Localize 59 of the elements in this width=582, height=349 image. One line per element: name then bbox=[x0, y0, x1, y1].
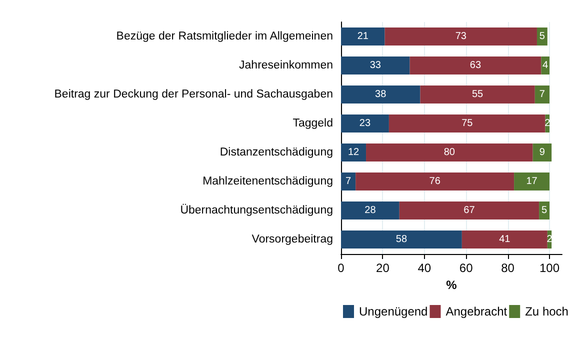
data-label: 21 bbox=[357, 31, 369, 42]
y-tick-label: Beitrag zur Deckung der Personal- und Sachausgaben bbox=[54, 88, 333, 100]
bar bbox=[341, 144, 366, 162]
data-label: 73 bbox=[455, 31, 467, 42]
data-label: 63 bbox=[470, 60, 482, 71]
bar bbox=[341, 230, 462, 248]
x-tick-label: 20 bbox=[376, 261, 390, 275]
data-label: 7 bbox=[539, 89, 546, 100]
bar bbox=[366, 144, 533, 162]
y-tick-label: Mahlzeitenentschädigung bbox=[202, 176, 333, 188]
bar bbox=[462, 230, 548, 248]
legend-label: Ungenügend bbox=[359, 304, 428, 318]
data-label: 28 bbox=[364, 205, 376, 216]
bar bbox=[384, 28, 537, 46]
x-tick-label: 60 bbox=[459, 261, 474, 275]
bar bbox=[341, 86, 420, 104]
legend-label: Zu hoch bbox=[525, 304, 568, 318]
bar bbox=[341, 28, 385, 46]
y-tick-label: Vorsorgebeitrag bbox=[252, 234, 333, 246]
bar bbox=[341, 56, 410, 74]
bar bbox=[356, 172, 514, 190]
data-label: 9 bbox=[539, 147, 546, 158]
data-label: 4 bbox=[542, 60, 549, 71]
data-label: 75 bbox=[462, 118, 474, 129]
y-tick-label: Bezüge der Ratsmitglieder im Allgemeinen bbox=[116, 30, 333, 42]
bar bbox=[399, 202, 540, 220]
data-label: 7 bbox=[346, 176, 352, 187]
data-label: 55 bbox=[472, 89, 484, 100]
data-label: 5 bbox=[539, 31, 546, 42]
y-tick-label: Taggeld bbox=[292, 118, 333, 130]
data-label: 67 bbox=[464, 205, 476, 216]
data-label: 33 bbox=[370, 60, 382, 71]
x-axis-title: % bbox=[446, 278, 458, 292]
bar bbox=[532, 144, 552, 162]
data-label: 12 bbox=[348, 147, 360, 158]
x-tick-label: 80 bbox=[501, 261, 515, 275]
bar bbox=[341, 114, 389, 132]
y-tick-label: Jahreseinkommen bbox=[239, 60, 333, 72]
bar bbox=[420, 86, 535, 104]
bar bbox=[534, 86, 550, 104]
data-label: 17 bbox=[526, 176, 538, 187]
data-label: 80 bbox=[444, 147, 456, 158]
data-label: 41 bbox=[499, 234, 511, 245]
x-tick-label: 100 bbox=[539, 261, 560, 275]
data-label: 23 bbox=[359, 118, 371, 129]
bar bbox=[341, 202, 400, 220]
bar bbox=[410, 56, 542, 74]
data-label: 38 bbox=[375, 89, 387, 100]
x-tick-label: 40 bbox=[418, 261, 432, 275]
data-label: 76 bbox=[429, 176, 441, 187]
y-tick-label: Übernachtungsentschädigung bbox=[180, 204, 333, 216]
data-label: 5 bbox=[541, 205, 548, 216]
bar bbox=[341, 172, 356, 190]
bar bbox=[388, 114, 546, 132]
bar bbox=[514, 172, 550, 190]
legend-label: Angebracht bbox=[446, 304, 508, 318]
x-tick-label: 0 bbox=[338, 261, 345, 275]
data-label: 58 bbox=[396, 234, 408, 245]
y-tick-label: Distanzentschädigung bbox=[220, 146, 333, 158]
